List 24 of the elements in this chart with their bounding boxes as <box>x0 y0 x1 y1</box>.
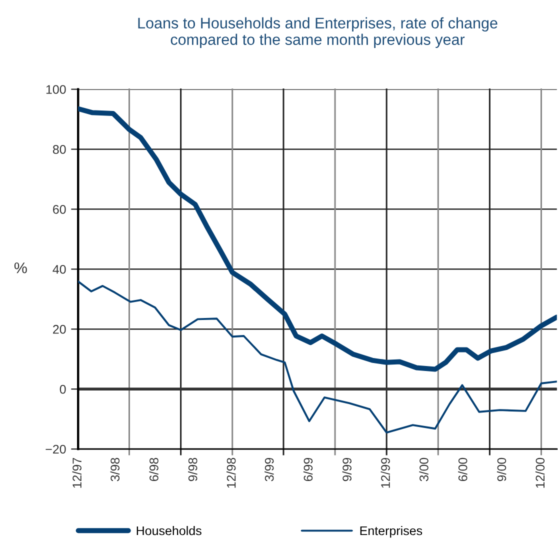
x-tick-label: 12/98 <box>226 458 236 488</box>
x-tick-label: 6/99 <box>303 458 313 482</box>
x-tick-label: 3/00 <box>419 458 428 482</box>
x-tick-label: 9/00 <box>496 458 506 482</box>
y-axis-title: % <box>14 262 27 274</box>
y-tick-label: 60 <box>53 204 66 214</box>
y-tick-label: 40 <box>52 264 66 274</box>
x-tick-label: 6/98 <box>149 458 158 482</box>
y-tick-label: 0 <box>60 384 66 394</box>
x-tick-label: 12/97 <box>72 458 82 488</box>
x-tick-label: 12/99 <box>380 458 390 488</box>
x-tick-label: 3/99 <box>264 458 274 482</box>
x-tick-label: 9/98 <box>188 458 198 482</box>
x-tick-label: 9/99 <box>342 458 352 482</box>
y-tick-label: 100 <box>46 85 66 94</box>
chart-title: Loans to Households and Enterprises, rate of change compared to the same month previous year <box>138 17 498 48</box>
x-tick-label: 3/98 <box>110 458 120 482</box>
x-tick-label: 6/00 <box>458 458 468 482</box>
legend-label: Enterprises <box>360 526 422 538</box>
y-tick-label: 20 <box>53 324 66 334</box>
y-tick-label: −20 <box>46 444 66 454</box>
legend-label: Households <box>136 526 202 536</box>
x-tick-label: 12/00 <box>535 458 545 488</box>
y-tick-label: 80 <box>52 145 66 154</box>
